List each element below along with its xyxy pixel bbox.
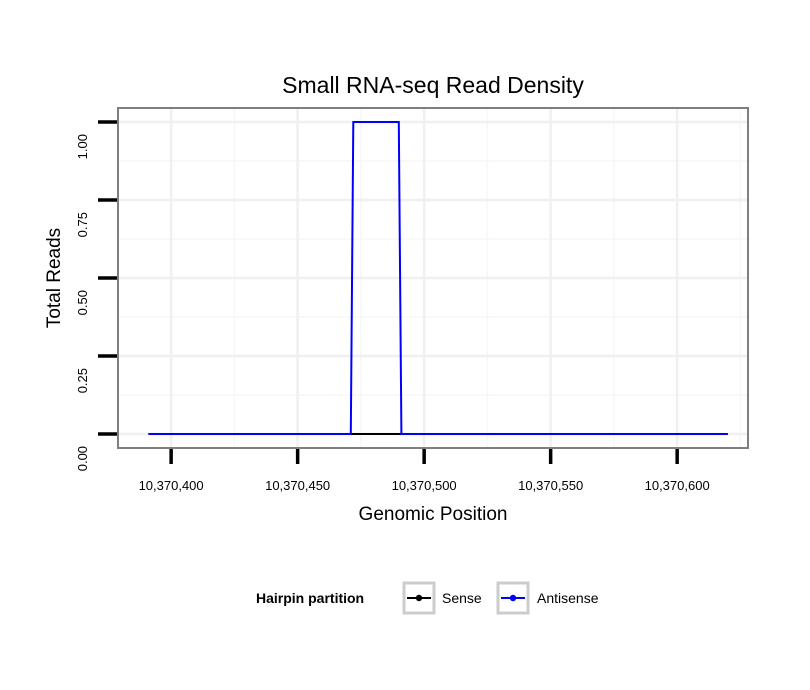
y-tick-label: 0.00 xyxy=(75,446,90,471)
y-tick-label: 0.25 xyxy=(75,368,90,393)
legend-item-antisense: Antisense xyxy=(496,581,599,615)
x-axis: 10,370,400 10,370,450 10,370,500 10,370,550… xyxy=(139,449,710,493)
x-tick-label: 10,370,500 xyxy=(392,478,457,493)
legend-key-point xyxy=(415,594,423,602)
x-tick-label: 10,370,550 xyxy=(518,478,583,493)
y-axis: 0.00 0.25 0.50 0.75 1.00 xyxy=(75,120,117,471)
x-tick-label: 10,370,450 xyxy=(265,478,330,493)
legend-key-point xyxy=(509,594,517,602)
x-tick-label: 10,370,400 xyxy=(139,478,204,493)
y-tick-label: 0.75 xyxy=(75,212,90,237)
y-tick-label: 0.50 xyxy=(75,290,90,315)
legend-title: Hairpin partition xyxy=(256,590,364,606)
legend: Hairpin partition Sense Antisense xyxy=(256,581,599,615)
legend-label: Antisense xyxy=(537,590,599,606)
plot-panel-border xyxy=(117,107,749,449)
y-axis-title: Total Reads xyxy=(44,228,65,328)
legend-item-sense: Sense xyxy=(402,581,482,615)
legend-label: Sense xyxy=(442,590,482,606)
x-axis-title: Genomic Position xyxy=(359,504,508,525)
y-tick-label: 1.00 xyxy=(75,134,90,159)
x-tick-label: 10,370,600 xyxy=(645,478,710,493)
series-layer xyxy=(148,121,728,435)
chart-title: Small RNA-seq Read Density xyxy=(282,72,584,98)
series-line-antisense xyxy=(148,121,728,435)
